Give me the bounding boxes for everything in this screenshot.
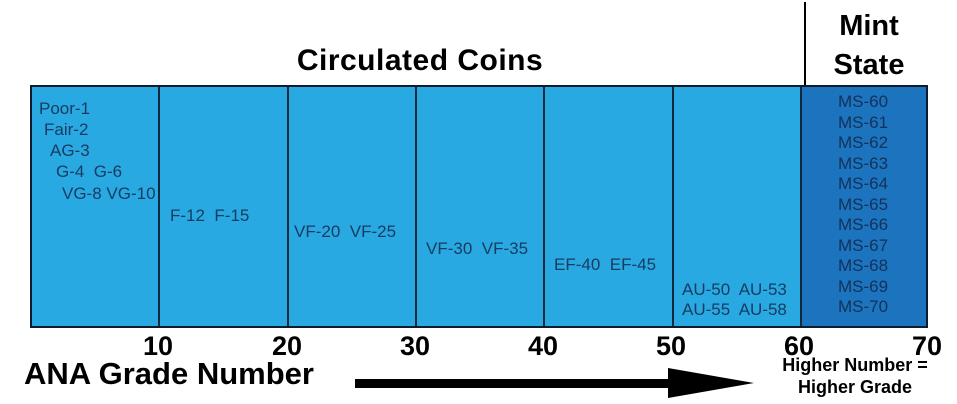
mint-state-grade-list: MS-60 MS-61 MS-62 MS-63 MS-64 MS-65 MS-6… xyxy=(800,92,926,318)
grade-label-fair-2: Fair-2 xyxy=(44,120,89,139)
grade-divider-60 xyxy=(800,87,802,326)
grade-label-au55-au58: AU-55 AU-58 xyxy=(682,300,787,319)
grade-label-ms-62: MS-62 xyxy=(837,133,889,152)
grade-label-ms-64: MS-64 xyxy=(837,174,889,193)
grade-label-ms-63: MS-63 xyxy=(837,153,889,173)
grade-divider-50 xyxy=(672,87,674,326)
circulated-coins-title: Circulated Coins xyxy=(296,44,544,77)
grade-divider-20 xyxy=(287,87,289,326)
higher-grade-note-line2: Higher Grade xyxy=(797,377,913,397)
grade-label-ms-60: MS-60 xyxy=(837,92,889,111)
axis-tick-20: 20 xyxy=(271,331,303,361)
mint-state-title-line2: State xyxy=(833,49,905,81)
grade-label-ms-67: MS-67 xyxy=(837,235,889,255)
grade-label-ef40-ef45: EF-40 EF-45 xyxy=(554,255,657,274)
grade-label-ag-3: AG-3 xyxy=(50,141,90,160)
grade-scale-band: Poor-1 Fair-2 AG-3 G-4 G-6 VG-8 VG-10 F-… xyxy=(30,85,928,328)
grade-label-vg8-vg10: VG-8 VG-10 xyxy=(62,184,156,203)
grade-divider-30 xyxy=(415,87,417,326)
axis-tick-50: 50 xyxy=(655,331,687,361)
grade-label-ms-68: MS-68 xyxy=(837,256,889,275)
grade-label-ms-65: MS-65 xyxy=(837,194,889,214)
arrow-head-icon xyxy=(668,368,754,398)
grade-label-vf30-vf35: VF-30 VF-35 xyxy=(426,239,529,258)
grade-label-au50-au53: AU-50 AU-53 xyxy=(682,280,787,299)
mint-state-separator-line xyxy=(804,2,806,85)
axis-tick-60: 60 xyxy=(783,331,815,361)
grade-divider-10 xyxy=(158,87,160,326)
axis-tick-30: 30 xyxy=(399,331,431,361)
grade-label-poor-1: Poor-1 xyxy=(39,99,91,118)
grade-label-ms-61: MS-61 xyxy=(837,112,889,132)
grade-label-ms-69: MS-69 xyxy=(837,276,889,296)
mint-state-title: Mint State xyxy=(805,7,933,85)
mint-state-title-line1: Mint xyxy=(839,10,899,42)
axis-tick-10: 10 xyxy=(142,331,174,361)
grade-label-ms-70: MS-70 xyxy=(837,297,889,316)
axis-tick-70: 70 xyxy=(911,331,943,361)
axis-title: ANA Grade Number xyxy=(24,356,314,391)
grade-divider-40 xyxy=(543,87,545,326)
grade-label-g4-g6: G-4 G-6 xyxy=(56,162,123,181)
higher-grade-note-line1: Higher Number = xyxy=(782,355,928,375)
axis-tick-40: 40 xyxy=(527,331,559,361)
higher-grade-note: Higher Number = Higher Grade xyxy=(757,354,953,398)
grade-label-f12-f15: F-12 F-15 xyxy=(170,206,250,225)
grade-label-vf20-vf25: VF-20 VF-25 xyxy=(294,222,397,241)
arrow-shaft xyxy=(355,379,673,388)
grade-label-ms-66: MS-66 xyxy=(837,215,889,234)
mint-state-section xyxy=(800,87,926,326)
